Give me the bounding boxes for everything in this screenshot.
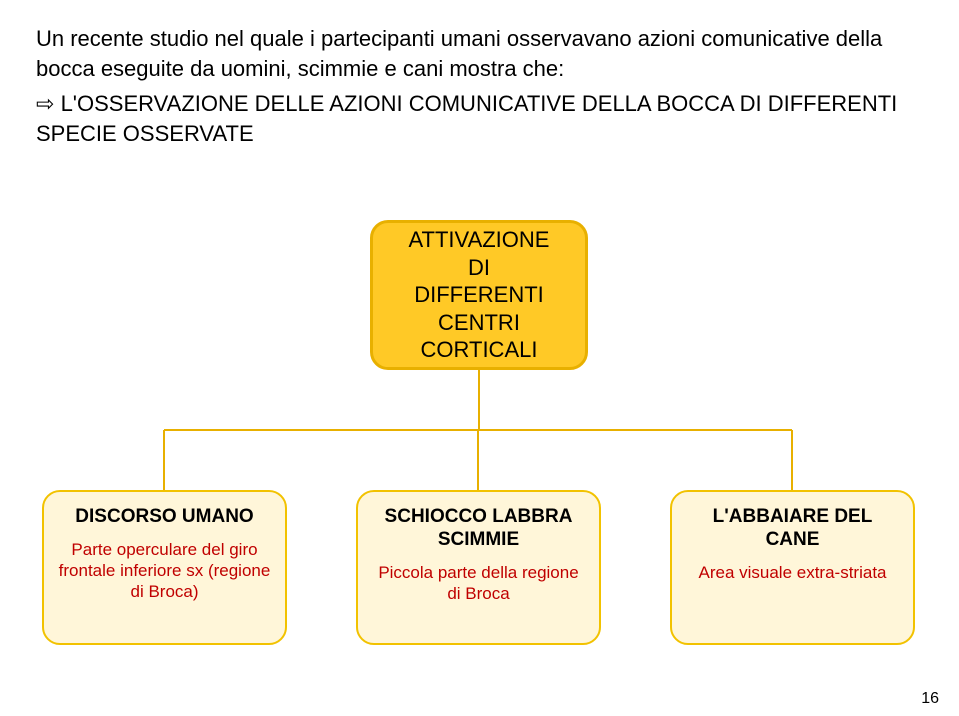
leaf-subtext: Parte operculare del giro frontale infer…: [58, 539, 271, 603]
arrow-icon: ⇨: [36, 91, 54, 116]
leaf-discorso-umano: DISCORSO UMANO Parte operculare del giro…: [42, 490, 287, 645]
leaf-title: DISCORSO UMANO: [75, 506, 253, 529]
leaf-subtext: Area visuale extra-striata: [698, 562, 886, 583]
center-node: ATTIVAZIONEDIDIFFERENTICENTRICORTICALI: [370, 220, 588, 370]
leaf-title: SCHIOCCO LABBRA SCIMMIE: [372, 506, 585, 552]
leaf-schiocco-labbra: SCHIOCCO LABBRA SCIMMIE Piccola parte de…: [356, 490, 601, 645]
center-node-text: ATTIVAZIONEDIDIFFERENTICENTRICORTICALI: [409, 226, 550, 364]
leaf-abbaiare-cane: L'ABBAIARE DEL CANE Area visuale extra-s…: [670, 490, 915, 645]
intro-text: Un recente studio nel quale i partecipan…: [36, 24, 923, 149]
intro-line1: Un recente studio nel quale i partecipan…: [36, 26, 882, 81]
leaf-title: L'ABBAIARE DEL CANE: [686, 506, 899, 552]
leaf-subtext: Piccola parte della regione di Broca: [372, 562, 585, 605]
page-number: 16: [921, 690, 939, 708]
intro-line2: L'OSSERVAZIONE DELLE AZIONI COMUNICATIVE…: [36, 91, 897, 146]
